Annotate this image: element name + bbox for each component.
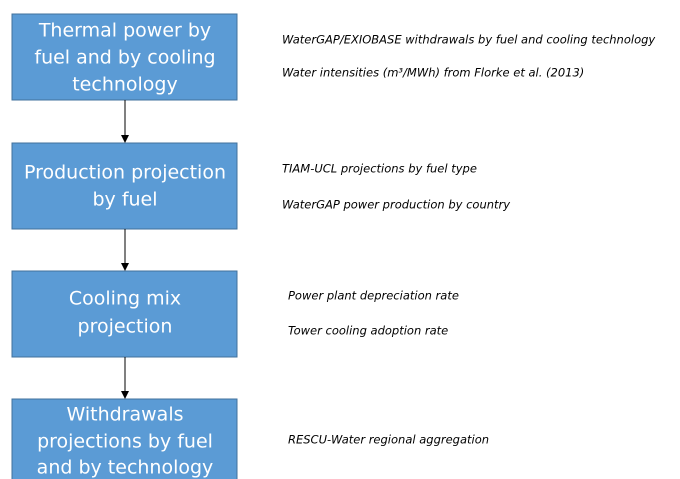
note: Water intensities (m³/MWh) from Florke e… bbox=[282, 66, 584, 80]
note: TIAM-UCL projections by fuel type bbox=[282, 162, 477, 176]
step-label: fuel and by cooling bbox=[34, 47, 215, 69]
note: RESCU-Water regional aggregation bbox=[288, 433, 489, 447]
step-label: Withdrawals bbox=[66, 404, 183, 426]
step-label: and by technology bbox=[37, 457, 214, 479]
step-label: projection bbox=[78, 316, 173, 338]
step-label: projections by fuel bbox=[37, 431, 213, 453]
step-box bbox=[11, 13, 238, 101]
note: Tower cooling adoption rate bbox=[288, 324, 448, 338]
step-box bbox=[11, 142, 238, 230]
note: WaterGAP power production by country bbox=[282, 198, 510, 212]
step-label: technology bbox=[72, 74, 178, 96]
note: WaterGAP/EXIOBASE withdrawals by fuel an… bbox=[282, 33, 655, 47]
step-label: Cooling mix bbox=[69, 288, 181, 310]
note: Power plant depreciation rate bbox=[288, 289, 459, 303]
step-label: Thermal power by bbox=[38, 20, 211, 42]
step-box bbox=[11, 270, 238, 358]
step-label: by fuel bbox=[92, 189, 157, 211]
step-box bbox=[11, 398, 238, 479]
step-label: Production projection bbox=[24, 162, 226, 184]
